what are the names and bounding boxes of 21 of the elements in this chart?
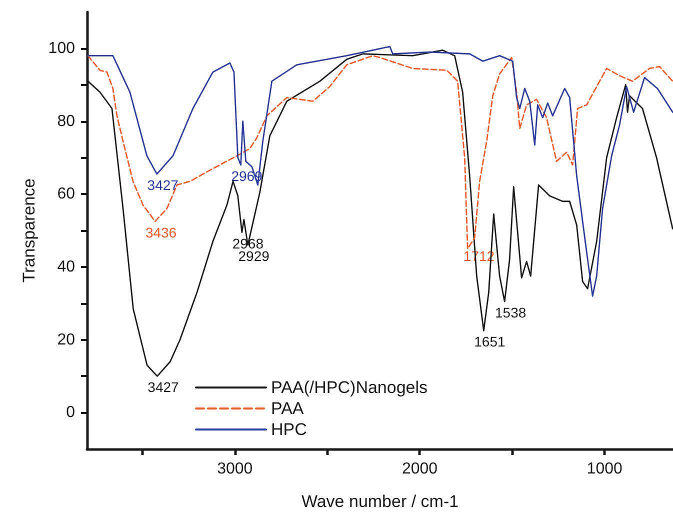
annotation: 3436 xyxy=(145,224,177,240)
annotation: 3427 xyxy=(148,379,180,396)
y-tick-label: 20 xyxy=(57,331,76,348)
legend-label: HPC xyxy=(271,420,307,439)
line-series xyxy=(87,46,673,297)
x-axis-title: Wave number / cm-1 xyxy=(301,492,459,511)
legend-label: PAA(/HPC)Nanogels xyxy=(271,378,428,397)
y-tick-label: 0 xyxy=(66,404,76,422)
y-axis-title: Transparence xyxy=(19,178,38,283)
annotation: 1538 xyxy=(495,304,526,321)
y-tick-label: 100 xyxy=(48,40,76,57)
x-tick-label: 2000 xyxy=(402,460,438,478)
annotation: 3427 xyxy=(147,177,179,194)
x-tick-label: 1000 xyxy=(586,460,622,478)
y-tick-label: 80 xyxy=(57,112,76,130)
x-tick-label: 3000 xyxy=(217,460,253,478)
legend-label: PAA xyxy=(271,399,304,418)
y-tick-label: 40 xyxy=(57,258,76,276)
y-tick-label: 60 xyxy=(57,186,76,203)
annotation: 1651 xyxy=(474,334,506,350)
line-series xyxy=(87,55,673,250)
